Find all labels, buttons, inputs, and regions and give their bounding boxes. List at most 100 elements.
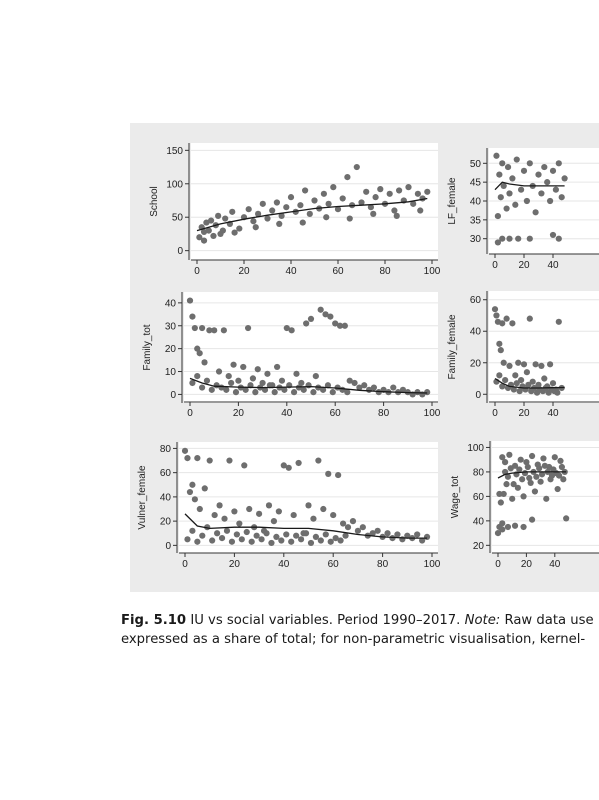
data-point: [384, 530, 391, 537]
data-point: [297, 536, 305, 543]
data-point: [263, 530, 270, 537]
data-point: [533, 473, 540, 480]
caption-note-label: Note:: [464, 613, 501, 628]
data-point: [363, 188, 370, 195]
data-point: [274, 363, 281, 371]
y-tick-label: 40: [165, 298, 177, 309]
data-point: [342, 532, 349, 539]
data-point: [287, 194, 295, 201]
data-point: [356, 384, 363, 391]
data-point: [228, 379, 235, 387]
x-tick-label: 40: [281, 408, 293, 419]
data-point: [206, 327, 213, 334]
x-tick-label: 60: [332, 266, 344, 277]
data-point: [520, 167, 528, 174]
data-point: [424, 188, 431, 195]
data-point: [225, 373, 232, 380]
data-point: [344, 173, 351, 181]
data-point: [222, 215, 229, 222]
caption-line-1: Fig. 5.10 IU vs social variables. Period…: [121, 611, 599, 630]
data-point: [184, 536, 191, 543]
data-point: [191, 496, 198, 503]
x-tick-label: 40: [549, 559, 561, 570]
data-point: [189, 527, 196, 534]
data-point: [278, 377, 286, 384]
data-point: [199, 532, 206, 539]
data-point: [493, 152, 500, 159]
data-point: [349, 518, 357, 525]
data-point: [259, 200, 266, 207]
data-point: [256, 510, 263, 517]
data-point: [268, 539, 275, 547]
y-tick-label: 150: [166, 146, 183, 157]
data-point: [196, 234, 203, 241]
data-point: [367, 204, 374, 211]
data-point: [525, 381, 532, 388]
data-point: [526, 474, 533, 482]
data-point: [500, 359, 507, 366]
y-tick-label: 30: [470, 234, 482, 245]
data-point: [423, 533, 431, 540]
y-tick-label: 45: [470, 178, 482, 189]
x-tick-label: 60: [328, 559, 340, 570]
data-point: [344, 389, 351, 396]
y-tick-label: 40: [470, 197, 482, 208]
data-point: [528, 452, 536, 460]
data-point: [273, 199, 280, 206]
data-point: [311, 197, 318, 204]
data-point: [265, 502, 273, 509]
kernel-fit-line: [189, 377, 428, 394]
data-point: [194, 345, 201, 352]
x-tick-label: 100: [424, 266, 441, 277]
data-point: [186, 297, 194, 304]
data-point: [494, 239, 501, 246]
data-point: [245, 206, 252, 213]
data-point: [541, 462, 548, 469]
data-point: [235, 377, 242, 384]
y-axis-title: School: [149, 186, 160, 217]
data-point: [194, 373, 201, 380]
data-point: [327, 538, 334, 545]
data-point: [264, 370, 271, 377]
x-tick-label: 60: [330, 408, 342, 419]
y-tick-label: 20: [473, 541, 485, 552]
data-point: [520, 493, 527, 500]
scatter-panel-4: 0 20 40 60 0 20 40 Family_female: [447, 291, 599, 419]
data-point: [288, 327, 295, 334]
data-point: [529, 378, 536, 385]
y-tick-label: 80: [160, 444, 172, 455]
data-point: [269, 207, 276, 214]
data-point: [499, 235, 506, 242]
data-point: [223, 386, 230, 393]
data-point: [334, 206, 342, 213]
data-point: [552, 186, 560, 193]
data-point: [547, 361, 554, 368]
data-point: [375, 389, 382, 396]
y-tick-label: 50: [470, 159, 482, 170]
data-point: [513, 156, 520, 163]
data-point: [511, 522, 519, 529]
data-point: [325, 200, 332, 207]
data-point: [322, 311, 329, 318]
data-point: [330, 511, 337, 519]
data-point: [303, 320, 310, 327]
data-point: [332, 534, 339, 542]
data-point: [231, 229, 238, 236]
data-point: [549, 231, 557, 239]
x-tick-label: 0: [492, 260, 498, 271]
data-point: [236, 520, 243, 527]
y-tick-label: 50: [172, 213, 184, 224]
data-point: [353, 163, 360, 171]
y-axis-title: Family_female: [447, 314, 458, 379]
data-point: [270, 518, 278, 525]
data-point: [499, 383, 506, 390]
data-point: [538, 471, 546, 478]
data-point: [231, 508, 238, 515]
data-point: [377, 186, 384, 193]
data-point: [518, 186, 525, 193]
data-point: [535, 381, 542, 388]
data-point: [414, 531, 421, 538]
kernel-fit-line: [196, 197, 428, 232]
data-point: [211, 511, 218, 519]
data-point: [275, 508, 282, 515]
